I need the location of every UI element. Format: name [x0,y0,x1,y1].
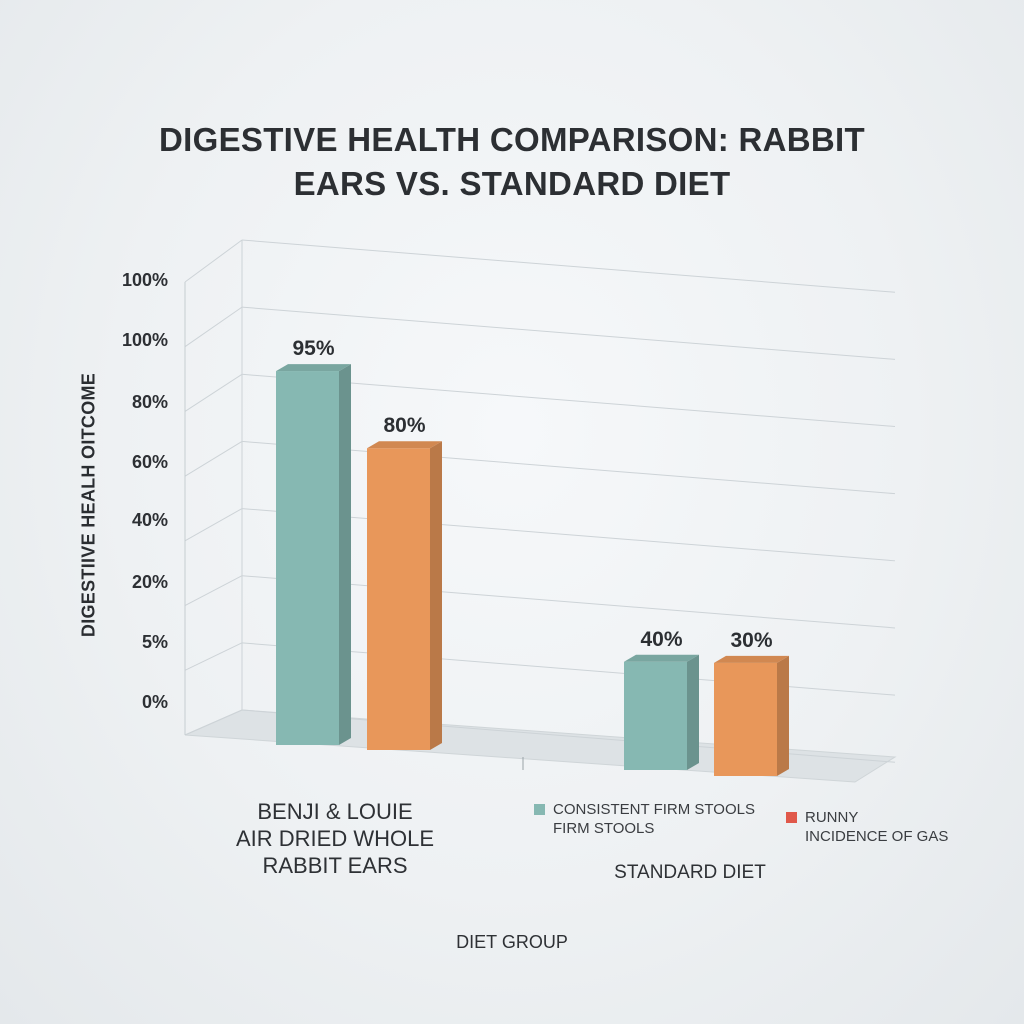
legend-swatch-runny-gas [786,812,797,823]
bar-runny-gas-0 [367,448,430,750]
gridline-side [184,642,243,671]
y-tick-label: 0% [142,692,168,712]
bar-firm-stools-1 [624,661,687,770]
gridline-side [184,508,243,542]
chart-title-line-2: EARS VS. STANDARD DIET [293,165,731,202]
chart-title: DIGESTIVE HEALTH COMPARISON: RABBIT EARS… [0,118,1024,206]
bar-value-label: 80% [383,414,425,437]
chart-title-line-1: DIGESTIVE HEALTH COMPARISON: RABBIT [159,121,865,158]
gridline [241,239,896,293]
y-tick-label: 80% [132,392,168,412]
y-tick-label: 5% [142,632,168,652]
bar-side [777,655,789,776]
bar-firm-stools-0 [276,371,339,745]
legend-swatch-firm-stools [534,804,545,815]
gridline-side [184,709,243,736]
bar-top [624,654,699,662]
y-tick-label: 40% [132,510,168,530]
gridline-side [184,575,243,607]
bar-top [367,441,442,449]
bar-side [430,441,442,750]
bar-value-label: 95% [292,337,334,360]
bar-runny-gas-1 [714,662,777,776]
gridline-side [184,306,243,348]
bar-side [687,654,699,770]
bar-top [276,364,351,372]
y-tick-label: 100% [122,270,168,290]
x-axis-label: DIET GROUP [456,932,568,952]
category-label-rabbit-ears: BENJI & LOUIE AIR DRIED WHOLE RABBIT EAR… [235,799,435,878]
y-tick-label: 60% [132,452,168,472]
gridline [241,306,896,360]
bar-value-label: 40% [640,628,682,651]
y-tick-label: 20% [132,572,168,592]
gridline-side [184,239,243,283]
bar-value-label: 30% [730,629,772,652]
gridline-side [184,373,243,412]
bar-side [339,364,351,745]
category-label-standard-diet: STANDARD DIET [614,862,766,883]
gridline-side [184,441,243,477]
bar-top [714,655,789,663]
y-tick-label: 100% [122,330,168,350]
